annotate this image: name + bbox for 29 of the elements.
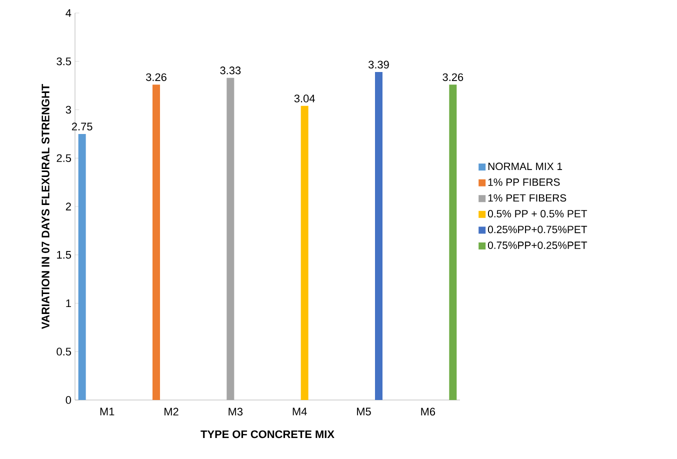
x-axis-title: TYPE OF CONCRETE MIX [200, 430, 334, 438]
data-label: 3.39 [368, 60, 389, 68]
y-tick-label: 1.5 [57, 251, 72, 259]
legend-label: 1% PP FIBERS [488, 178, 560, 186]
y-tick-label: 1 [66, 299, 71, 308]
y-tick-label: 0 [66, 396, 72, 404]
legend-label: 0.5% PP + 0.5% PET [488, 210, 588, 218]
x-tick-label: M3 [228, 408, 243, 416]
data-label: 3.26 [146, 73, 166, 82]
y-tick-label: 0.5 [56, 348, 72, 356]
x-tick-label: M6 [421, 408, 436, 416]
y-tick-label: 3.5 [56, 58, 72, 66]
x-tick-label: M2 [164, 408, 178, 416]
x-tick-label: M1 [100, 408, 114, 416]
data-label: 3.33 [220, 66, 241, 74]
y-tick-label: 3 [66, 106, 71, 114]
legend-label: 0.75%PP+0.25%PET [488, 242, 588, 249]
x-tick-label: M5 [357, 408, 371, 416]
data-label: 2.75 [72, 122, 92, 130]
data-label: 3.26 [442, 73, 464, 82]
legend-label: 1% PET FIBERS [488, 194, 566, 202]
y-tick-label: 2 [66, 202, 71, 210]
y-axis-title: VARIATION IN 07 DAYS FLEXURAL STRENGHT [42, 84, 50, 330]
x-tick-label: M4 [292, 408, 307, 416]
legend-label: NORMAL MIX 1 [488, 162, 562, 170]
legend-label: 0.25%PP+0.75%PET [488, 226, 588, 234]
data-label: 3.04 [294, 94, 315, 102]
y-tick-label: 2.5 [56, 154, 72, 162]
y-tick-label: 4 [66, 9, 72, 17]
